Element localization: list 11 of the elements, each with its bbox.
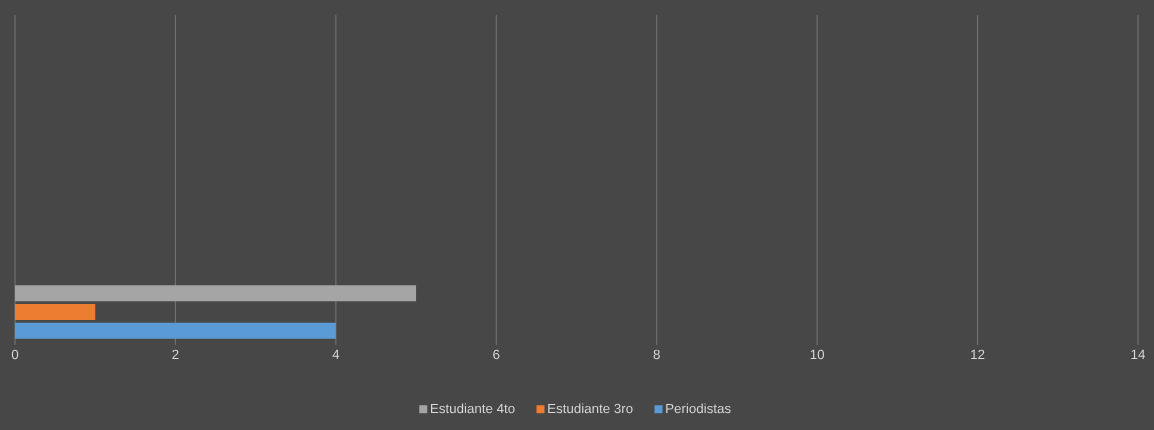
legend-label: Periodistas	[666, 403, 731, 414]
x-tick-label: 14	[1131, 349, 1146, 359]
x-tick-label: 6	[493, 349, 500, 360]
legend-label: Estudiante 3ro	[548, 403, 633, 414]
x-tick-label: 12	[971, 349, 985, 360]
x-tick-label: 0	[11, 349, 19, 360]
x-tick-label: 10	[810, 349, 825, 360]
x-tick-label: 2	[172, 349, 179, 360]
x-tick-label: 4	[332, 349, 340, 359]
legend-label: Estudiante 4to	[431, 403, 515, 414]
x-tick-label: 8	[653, 349, 660, 360]
